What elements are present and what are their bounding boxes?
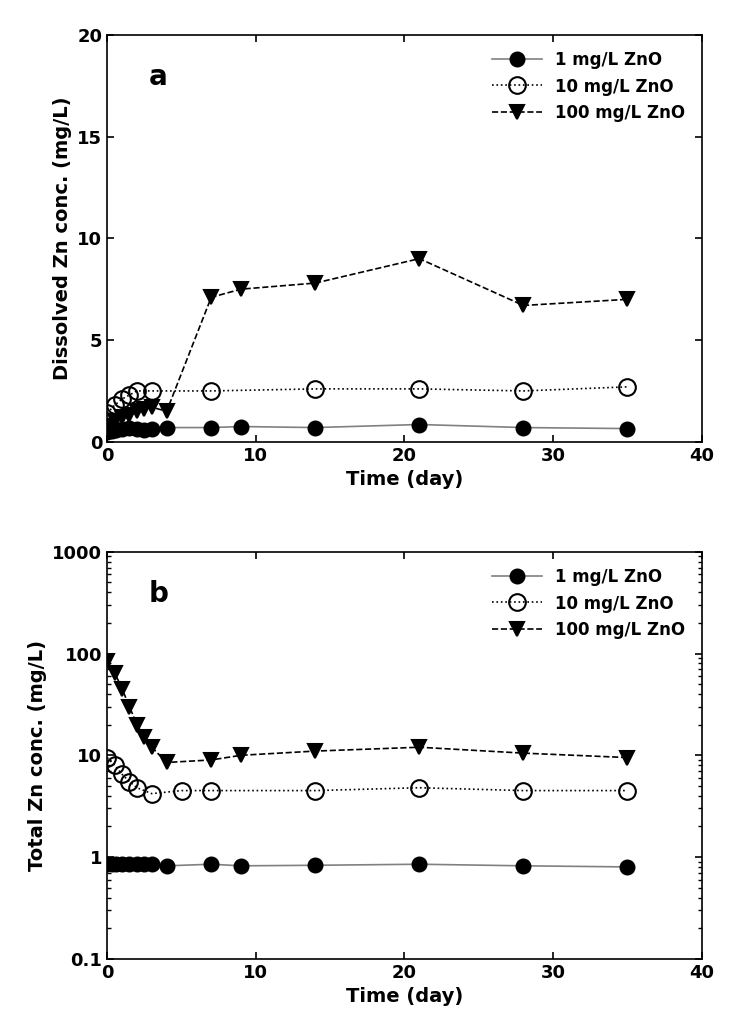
10 mg/L ZnO	[148, 788, 157, 800]
100 mg/L ZnO	[162, 756, 171, 768]
10 mg/L ZnO	[623, 785, 632, 797]
100 mg/L ZnO	[102, 420, 111, 432]
1 mg/L ZnO	[133, 858, 142, 871]
100 mg/L ZnO	[519, 299, 528, 311]
1 mg/L ZnO	[117, 858, 126, 871]
Line: 10 mg/L ZnO: 10 mg/L ZnO	[99, 378, 636, 422]
1 mg/L ZnO	[125, 422, 134, 434]
10 mg/L ZnO	[623, 381, 632, 393]
10 mg/L ZnO	[519, 785, 528, 797]
100 mg/L ZnO	[110, 416, 119, 428]
10 mg/L ZnO	[133, 385, 142, 397]
1 mg/L ZnO	[102, 858, 111, 871]
10 mg/L ZnO	[148, 385, 157, 397]
1 mg/L ZnO	[519, 859, 528, 872]
Legend: 1 mg/L ZnO, 10 mg/L ZnO, 100 mg/L ZnO: 1 mg/L ZnO, 10 mg/L ZnO, 100 mg/L ZnO	[483, 43, 693, 130]
100 mg/L ZnO	[117, 412, 126, 424]
100 mg/L ZnO	[415, 252, 424, 265]
Y-axis label: Total Zn conc. (mg/L): Total Zn conc. (mg/L)	[27, 640, 47, 871]
10 mg/L ZnO	[415, 383, 424, 395]
100 mg/L ZnO	[140, 731, 149, 743]
1 mg/L ZnO	[102, 425, 111, 437]
1 mg/L ZnO	[125, 858, 134, 871]
10 mg/L ZnO	[207, 785, 216, 797]
1 mg/L ZnO	[148, 422, 157, 434]
1 mg/L ZnO	[207, 422, 216, 434]
10 mg/L ZnO	[110, 759, 119, 771]
100 mg/L ZnO	[237, 283, 246, 296]
Text: a: a	[149, 63, 168, 91]
10 mg/L ZnO	[125, 776, 134, 788]
100 mg/L ZnO	[311, 744, 320, 757]
100 mg/L ZnO	[140, 403, 149, 416]
100 mg/L ZnO	[311, 277, 320, 290]
1 mg/L ZnO	[133, 422, 142, 434]
10 mg/L ZnO	[125, 389, 134, 401]
1 mg/L ZnO	[117, 422, 126, 434]
Y-axis label: Dissolved Zn conc. (mg/L): Dissolved Zn conc. (mg/L)	[53, 96, 72, 381]
1 mg/L ZnO	[311, 859, 320, 872]
10 mg/L ZnO	[311, 383, 320, 395]
1 mg/L ZnO	[162, 422, 171, 434]
100 mg/L ZnO	[237, 749, 246, 761]
Line: 100 mg/L ZnO: 100 mg/L ZnO	[100, 653, 634, 769]
100 mg/L ZnO	[125, 701, 134, 713]
1 mg/L ZnO	[311, 422, 320, 434]
100 mg/L ZnO	[148, 401, 157, 414]
100 mg/L ZnO	[207, 754, 216, 766]
Legend: 1 mg/L ZnO, 10 mg/L ZnO, 100 mg/L ZnO: 1 mg/L ZnO, 10 mg/L ZnO, 100 mg/L ZnO	[483, 560, 693, 647]
100 mg/L ZnO	[519, 747, 528, 759]
10 mg/L ZnO	[519, 385, 528, 397]
100 mg/L ZnO	[133, 405, 142, 418]
1 mg/L ZnO	[107, 858, 116, 871]
1 mg/L ZnO	[140, 423, 149, 435]
1 mg/L ZnO	[519, 422, 528, 434]
1 mg/L ZnO	[415, 858, 424, 871]
10 mg/L ZnO	[102, 752, 111, 764]
1 mg/L ZnO	[237, 421, 246, 433]
1 mg/L ZnO	[162, 859, 171, 872]
X-axis label: Time (day): Time (day)	[346, 987, 463, 1006]
10 mg/L ZnO	[177, 785, 186, 797]
Line: 100 mg/L ZnO: 100 mg/L ZnO	[100, 251, 634, 432]
1 mg/L ZnO	[623, 860, 632, 873]
10 mg/L ZnO	[117, 768, 126, 781]
100 mg/L ZnO	[110, 666, 119, 678]
100 mg/L ZnO	[162, 405, 171, 418]
10 mg/L ZnO	[415, 782, 424, 794]
X-axis label: Time (day): Time (day)	[346, 470, 463, 489]
1 mg/L ZnO	[415, 419, 424, 431]
10 mg/L ZnO	[207, 385, 216, 397]
100 mg/L ZnO	[207, 292, 216, 304]
Text: b: b	[149, 580, 168, 608]
1 mg/L ZnO	[623, 422, 632, 434]
100 mg/L ZnO	[125, 409, 134, 422]
10 mg/L ZnO	[110, 399, 119, 412]
Line: 1 mg/L ZnO: 1 mg/L ZnO	[100, 418, 634, 438]
1 mg/L ZnO	[111, 858, 120, 871]
100 mg/L ZnO	[102, 655, 111, 667]
Line: 1 mg/L ZnO: 1 mg/L ZnO	[100, 857, 634, 874]
100 mg/L ZnO	[623, 294, 632, 306]
Line: 10 mg/L ZnO: 10 mg/L ZnO	[99, 750, 636, 802]
1 mg/L ZnO	[237, 859, 246, 872]
1 mg/L ZnO	[207, 858, 216, 871]
1 mg/L ZnO	[111, 423, 120, 435]
100 mg/L ZnO	[415, 741, 424, 754]
10 mg/L ZnO	[133, 782, 142, 794]
100 mg/L ZnO	[133, 719, 142, 731]
10 mg/L ZnO	[117, 393, 126, 405]
10 mg/L ZnO	[102, 407, 111, 420]
100 mg/L ZnO	[117, 682, 126, 695]
1 mg/L ZnO	[140, 858, 149, 871]
10 mg/L ZnO	[311, 785, 320, 797]
1 mg/L ZnO	[107, 424, 116, 436]
100 mg/L ZnO	[623, 752, 632, 764]
1 mg/L ZnO	[148, 858, 157, 871]
100 mg/L ZnO	[148, 741, 157, 754]
